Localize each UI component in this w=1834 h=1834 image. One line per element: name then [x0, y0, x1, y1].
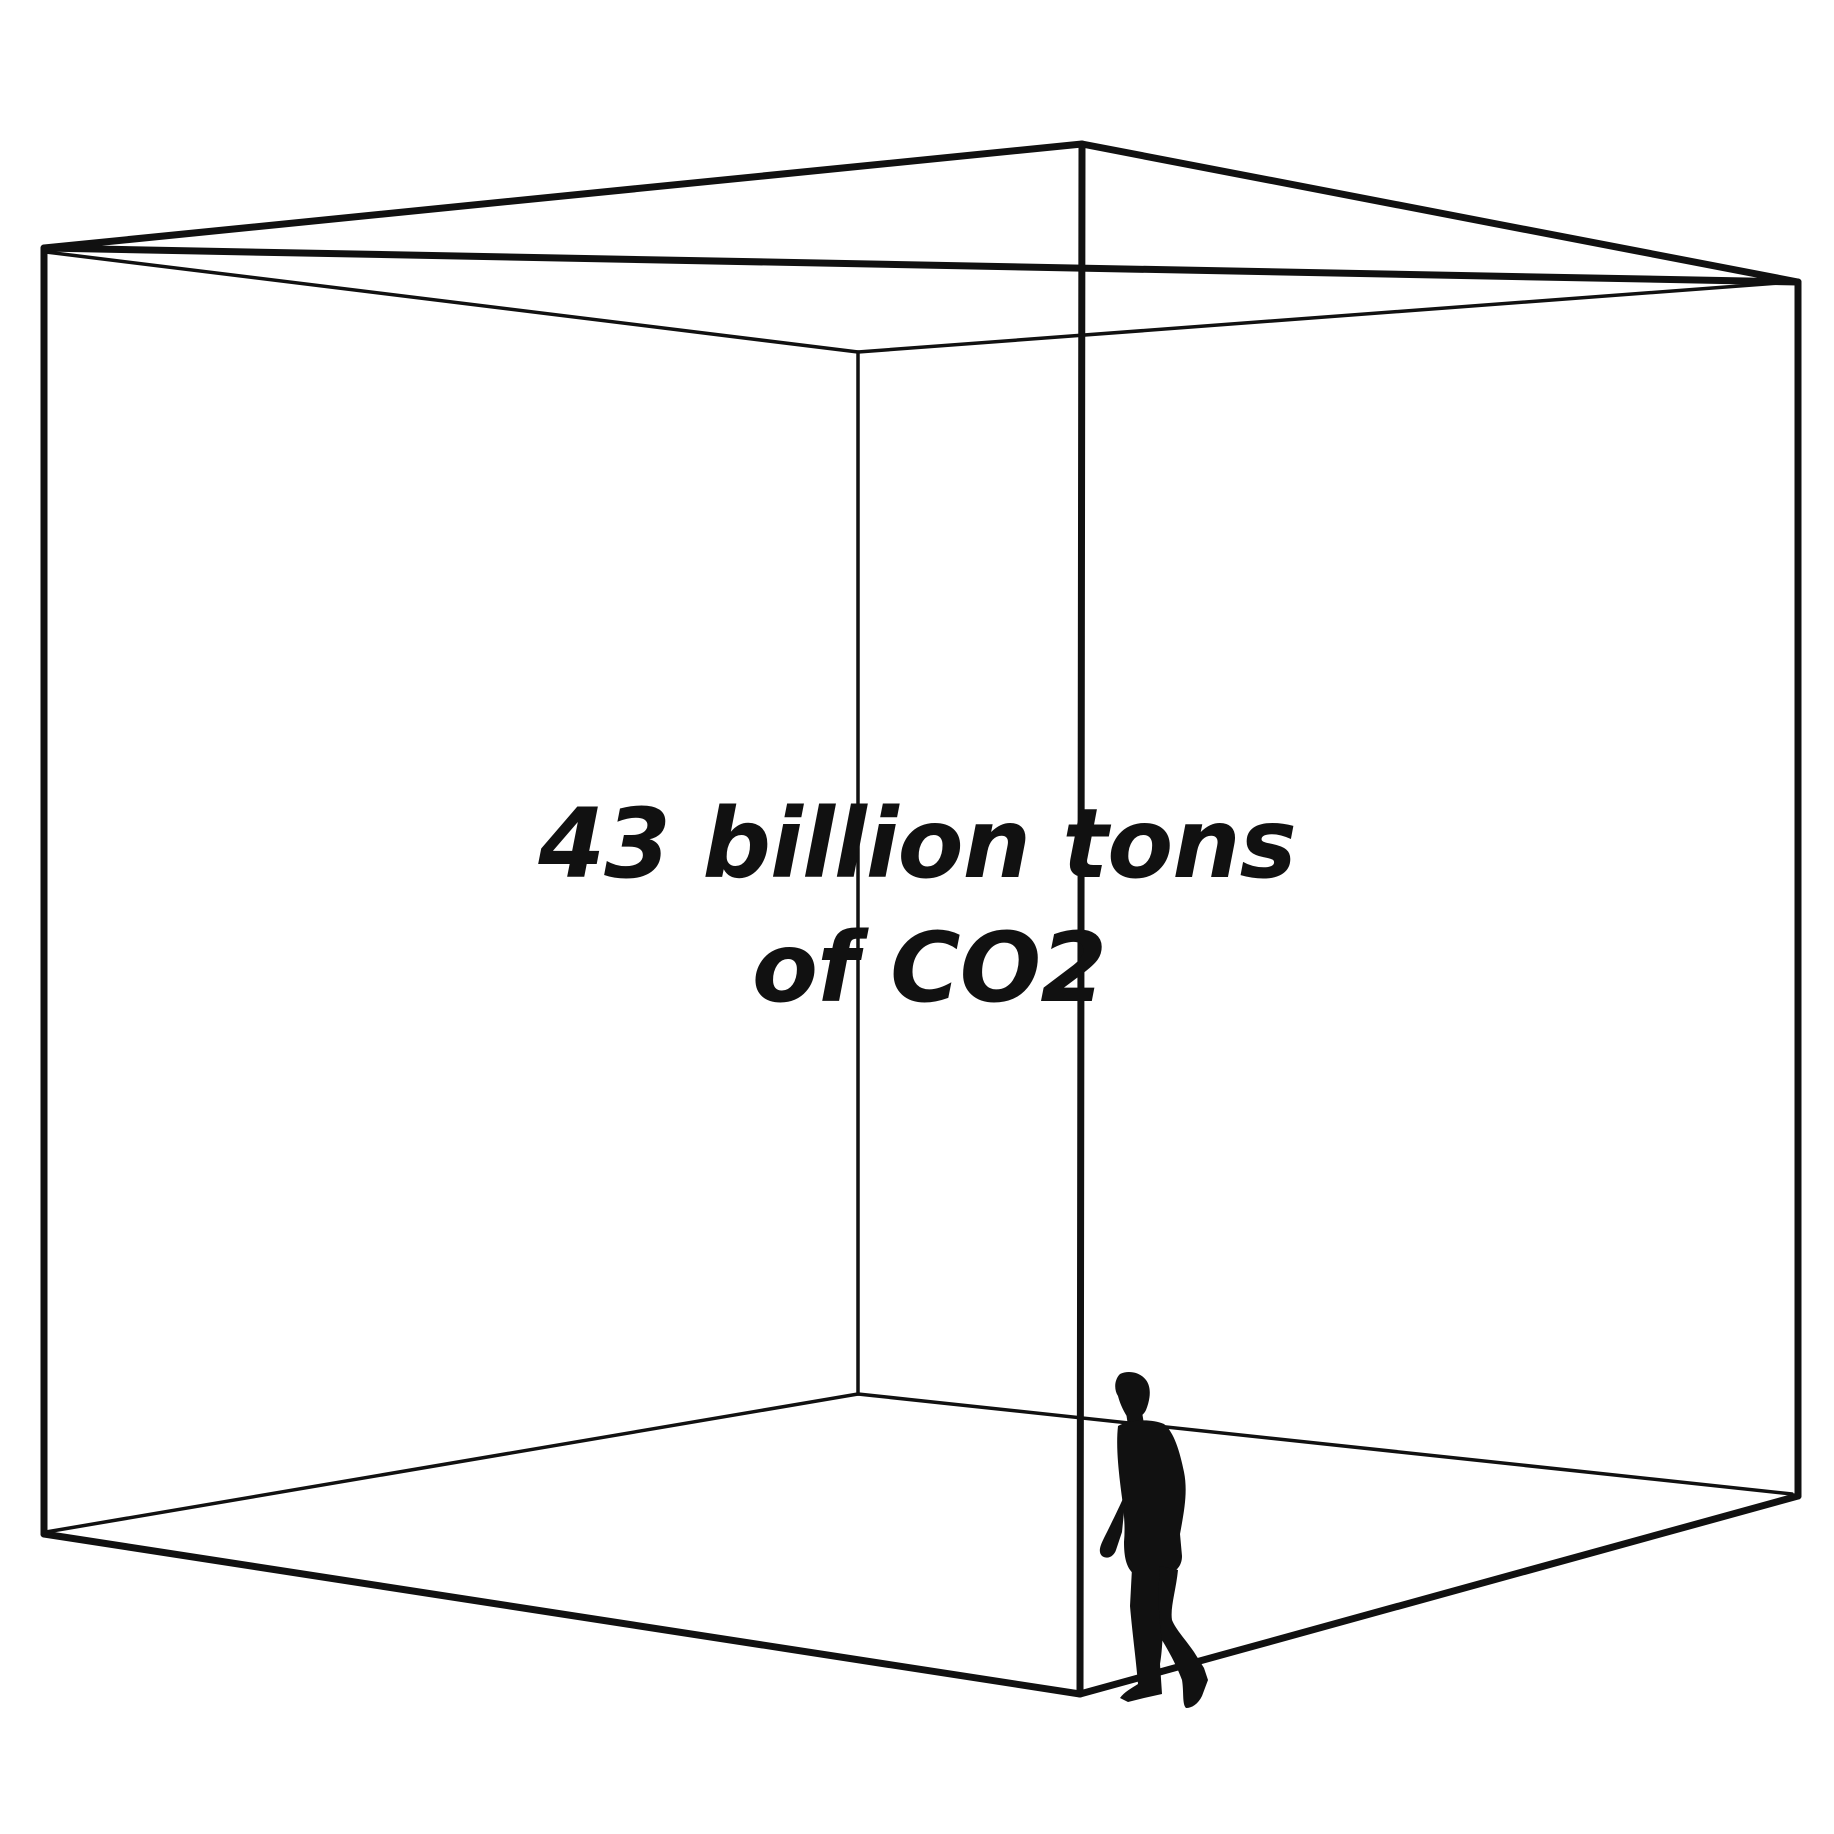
- cube-back-edges: [44, 250, 1794, 1534]
- cube-front-edges: [40, 140, 1802, 1698]
- cube-top-face-outline: [40, 140, 1802, 286]
- headline-line-2: of CO2: [752, 912, 1107, 1024]
- person-silhouette-icon: [1099, 1372, 1208, 1708]
- cube-front-bottom-edges: [40, 1492, 1802, 1698]
- headline-line-1: 43 billion tons: [538, 788, 1296, 900]
- cube-front-center-edge: [1076, 140, 1086, 1698]
- cube-back-bottom-edges: [44, 1392, 1794, 1534]
